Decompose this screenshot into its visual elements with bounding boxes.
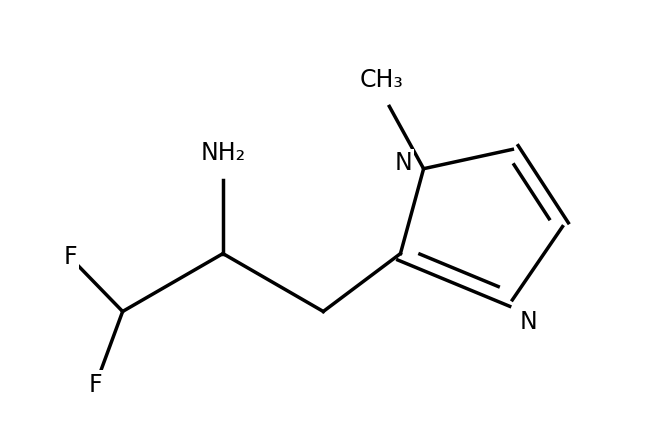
Text: F: F xyxy=(64,246,77,270)
Text: N: N xyxy=(520,310,538,334)
Text: NH₂: NH₂ xyxy=(201,141,246,165)
Text: N: N xyxy=(395,151,412,175)
Text: F: F xyxy=(89,373,103,397)
Text: CH₃: CH₃ xyxy=(359,68,403,92)
